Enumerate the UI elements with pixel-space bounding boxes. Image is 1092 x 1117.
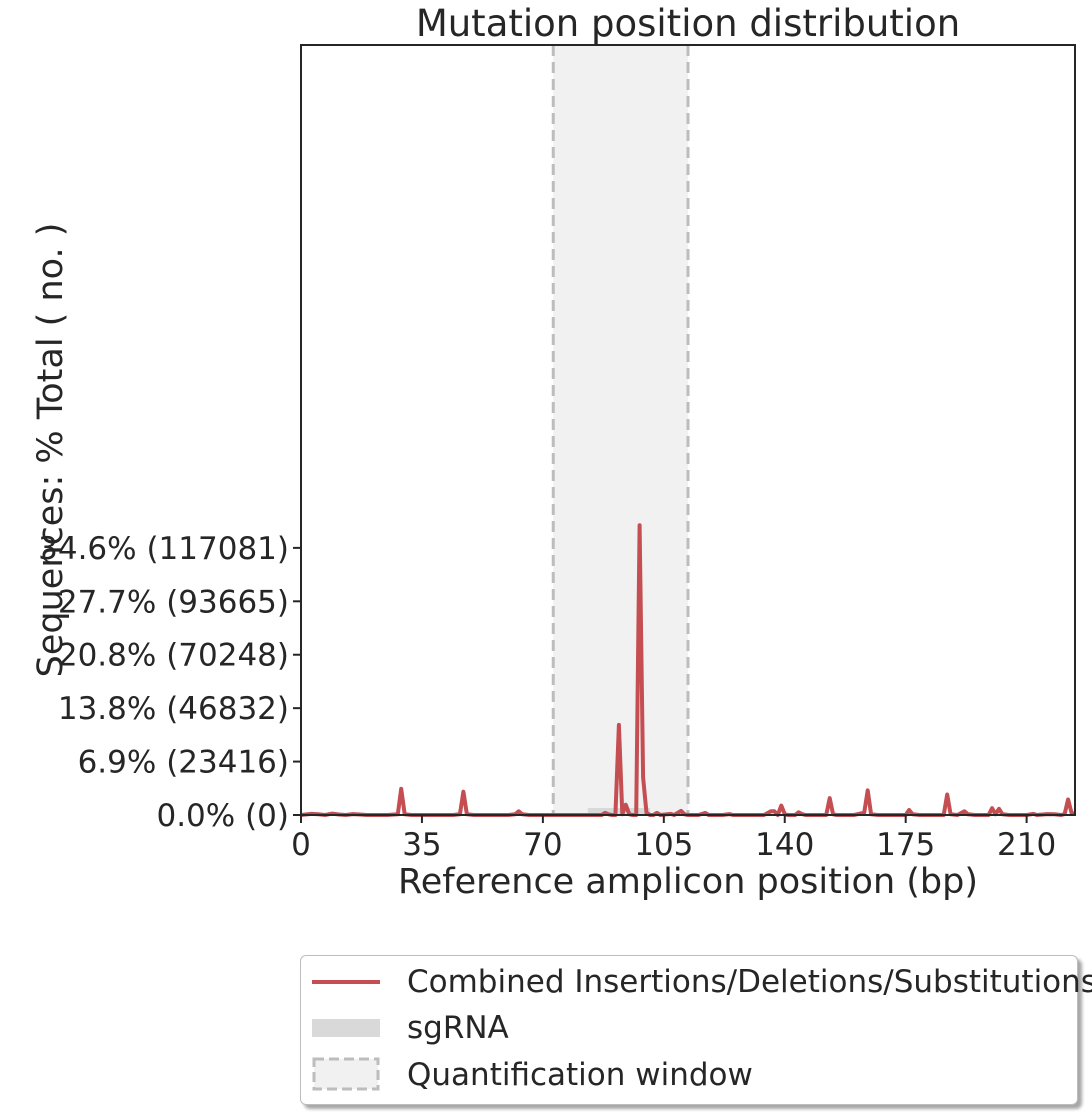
x-tick-label: 175: [876, 827, 935, 863]
mutation-position-chart: 0 35 70 105 140 175 210 0.0% (0) 6.9% (23416) 13…: [31, 2, 1076, 902]
legend-label-quantification: Quantification window: [407, 1057, 753, 1093]
x-tick-label: 70: [523, 827, 562, 863]
legend-line-swatch: [312, 980, 380, 984]
y-tick-label: 0.0% (0): [156, 798, 289, 834]
quantification-window-band: [553, 45, 688, 815]
y-tick-label: 13.8% (46832): [58, 691, 289, 727]
legend-label-combined: Combined Insertions/Deletions/Substituti…: [407, 964, 1092, 1000]
y-tick-label: 27.7% (93665): [58, 584, 289, 620]
plot-frame: [300, 44, 1076, 816]
x-axis-label: Reference amplicon position (bp): [398, 862, 978, 902]
sgrna-band: [587, 808, 650, 815]
chart-title: Mutation position distribution: [416, 2, 960, 45]
y-tick-label: 6.9% (23416): [78, 745, 289, 781]
x-tick-label: 140: [755, 827, 814, 863]
legend-dashed-box-swatch: [312, 1057, 380, 1091]
legend-band-swatch: [312, 1019, 380, 1037]
legend: Combined Insertions/Deletions/Substituti…: [300, 955, 1092, 1105]
x-tick-label: 210: [997, 827, 1056, 863]
y-tick-label: 20.8% (70248): [58, 638, 289, 674]
x-tick-label: 35: [402, 827, 441, 863]
y-axis-ticks: 0.0% (0) 6.9% (23416) 13.8% (46832) 20.8% (…: [38, 531, 301, 834]
y-tick-label: 34.6% (117081): [38, 531, 289, 567]
x-axis-ticks: 0 35 70 105 140 175 210: [291, 815, 1056, 863]
background-layer: [551, 45, 690, 815]
x-tick-label: 0: [291, 827, 311, 863]
legend-label-sgrna: sgRNA: [407, 1010, 509, 1046]
y-axis-label: Sequences: % Total ( no. ): [31, 223, 71, 678]
x-tick-label: 105: [634, 827, 693, 863]
